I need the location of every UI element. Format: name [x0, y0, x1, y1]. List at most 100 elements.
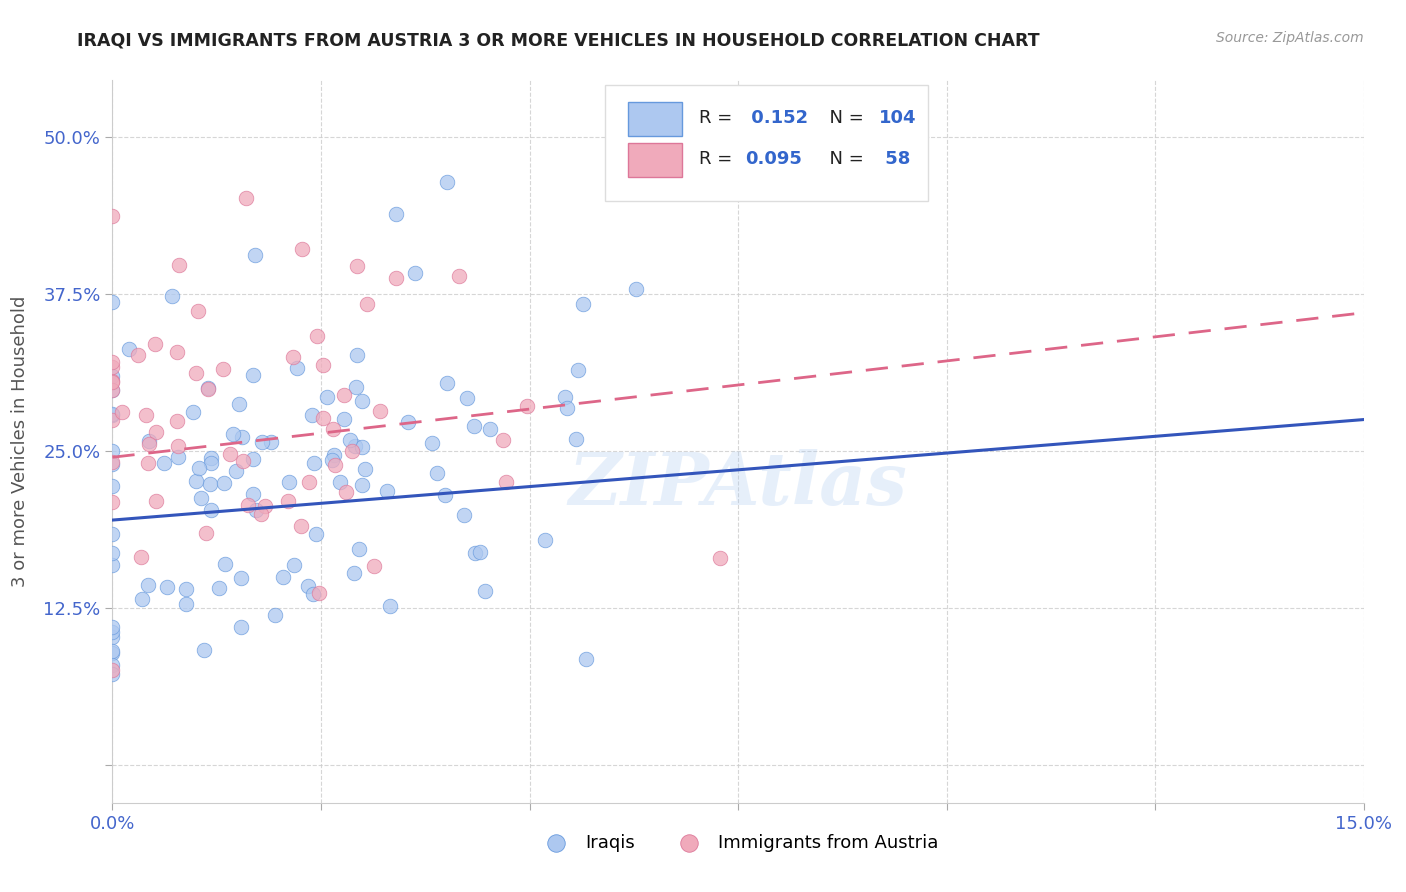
Point [208, 581, 231, 595]
Y-axis label: 3 or more Vehicles in Household: 3 or more Vehicles in Household [11, 296, 30, 587]
Point [479, 422, 502, 436]
Point [190, 491, 212, 506]
Point [470, 545, 492, 559]
Point [492, 433, 515, 447]
Point [212, 361, 235, 376]
Point [250, 508, 273, 522]
Point [243, 248, 266, 262]
Point [101, 383, 124, 397]
Point [143, 337, 166, 351]
Point [101, 526, 124, 541]
Point [187, 303, 209, 318]
Point [436, 376, 458, 391]
Point [554, 390, 576, 404]
Point [281, 350, 304, 364]
Point [434, 488, 457, 502]
Point [290, 519, 312, 533]
Point [342, 444, 364, 458]
Point [271, 570, 294, 584]
Point [219, 447, 242, 461]
Point [156, 580, 179, 594]
Point [166, 345, 188, 359]
Point [166, 450, 188, 464]
Point [242, 487, 264, 501]
Point [111, 405, 134, 419]
Point [153, 456, 176, 470]
Point [131, 591, 153, 606]
Point [197, 381, 219, 395]
Point [259, 434, 281, 449]
Point [101, 657, 124, 672]
Point [302, 587, 325, 601]
Point [184, 366, 207, 380]
Point [322, 422, 344, 436]
Point [368, 404, 391, 418]
Point [101, 663, 124, 677]
Text: 58: 58 [879, 150, 910, 168]
Text: N =: N = [818, 109, 870, 127]
Point [101, 646, 124, 660]
Point [426, 466, 449, 480]
Point [375, 484, 398, 499]
Point [447, 268, 470, 283]
Point [534, 533, 557, 547]
Point [136, 456, 159, 470]
Point [567, 363, 589, 377]
Point [346, 259, 368, 273]
Text: R =: R = [699, 109, 738, 127]
Point [231, 430, 253, 444]
Point [352, 477, 374, 491]
Point [347, 541, 370, 556]
Point [456, 391, 478, 405]
Text: 104: 104 [879, 109, 917, 127]
Point [101, 644, 124, 658]
Point [101, 409, 124, 423]
Point [298, 475, 321, 489]
Point [250, 434, 273, 449]
Point [101, 558, 124, 573]
Point [436, 175, 458, 189]
Point [572, 296, 595, 310]
Point [101, 407, 124, 421]
Point [174, 582, 197, 597]
Point [101, 444, 124, 458]
Point [101, 457, 124, 471]
Legend: Iraqis, Immigrants from Austria: Iraqis, Immigrants from Austria [531, 826, 945, 859]
Point [316, 390, 339, 404]
Point [187, 461, 209, 475]
Point [236, 498, 259, 512]
Point [129, 550, 152, 565]
Point [101, 374, 124, 388]
Point [242, 452, 264, 467]
Point [333, 387, 356, 401]
Point [101, 376, 124, 390]
Point [344, 439, 367, 453]
Point [308, 586, 330, 600]
Point [198, 476, 221, 491]
Point [101, 455, 124, 469]
Point [463, 419, 485, 434]
Point [145, 494, 167, 508]
Point [575, 652, 598, 666]
Point [138, 434, 160, 449]
Point [118, 342, 141, 356]
Point [263, 607, 285, 622]
Point [101, 369, 124, 384]
Point [101, 413, 124, 427]
Point [253, 499, 276, 513]
Point [356, 296, 378, 310]
Point [212, 475, 235, 490]
Point [516, 399, 538, 413]
Point [335, 485, 357, 500]
Point [474, 584, 496, 599]
Point [709, 551, 731, 566]
Point [200, 451, 222, 466]
Text: ZIPAtlas: ZIPAtlas [569, 450, 907, 520]
Point [464, 546, 486, 560]
Point [283, 558, 305, 573]
Text: N =: N = [818, 150, 870, 168]
Point [138, 436, 160, 450]
Point [384, 206, 406, 220]
Point [245, 502, 267, 516]
Point [339, 433, 361, 447]
